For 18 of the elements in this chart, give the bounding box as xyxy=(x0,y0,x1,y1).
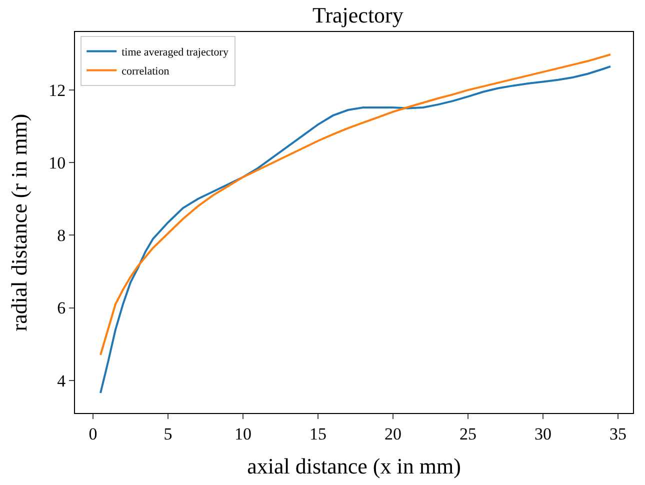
chart-title: Trajectory xyxy=(312,2,404,28)
x-tick-label: 20 xyxy=(384,424,402,444)
x-tick-label: 5 xyxy=(164,424,172,444)
x-tick-label: 10 xyxy=(234,424,252,444)
legend-label: correlation xyxy=(122,66,170,78)
y-tick-label: 10 xyxy=(48,154,66,173)
x-tick-label: 25 xyxy=(460,424,476,444)
x-tick-label: 0 xyxy=(88,424,98,444)
y-tick-label: 4 xyxy=(57,371,66,390)
y-axis-title: radial distance (r in mm) xyxy=(6,114,32,332)
x-tick-label: 15 xyxy=(310,424,326,444)
y-tick-label: 8 xyxy=(57,226,66,246)
x-tick-label: 35 xyxy=(610,424,626,444)
y-tick-label: 6 xyxy=(57,298,66,318)
legend-label: time averaged trajectory xyxy=(122,46,229,59)
x-axis-title: axial distance (x in mm) xyxy=(247,453,461,478)
x-tick-label: 30 xyxy=(534,424,552,444)
y-tick-label: 12 xyxy=(48,81,66,100)
